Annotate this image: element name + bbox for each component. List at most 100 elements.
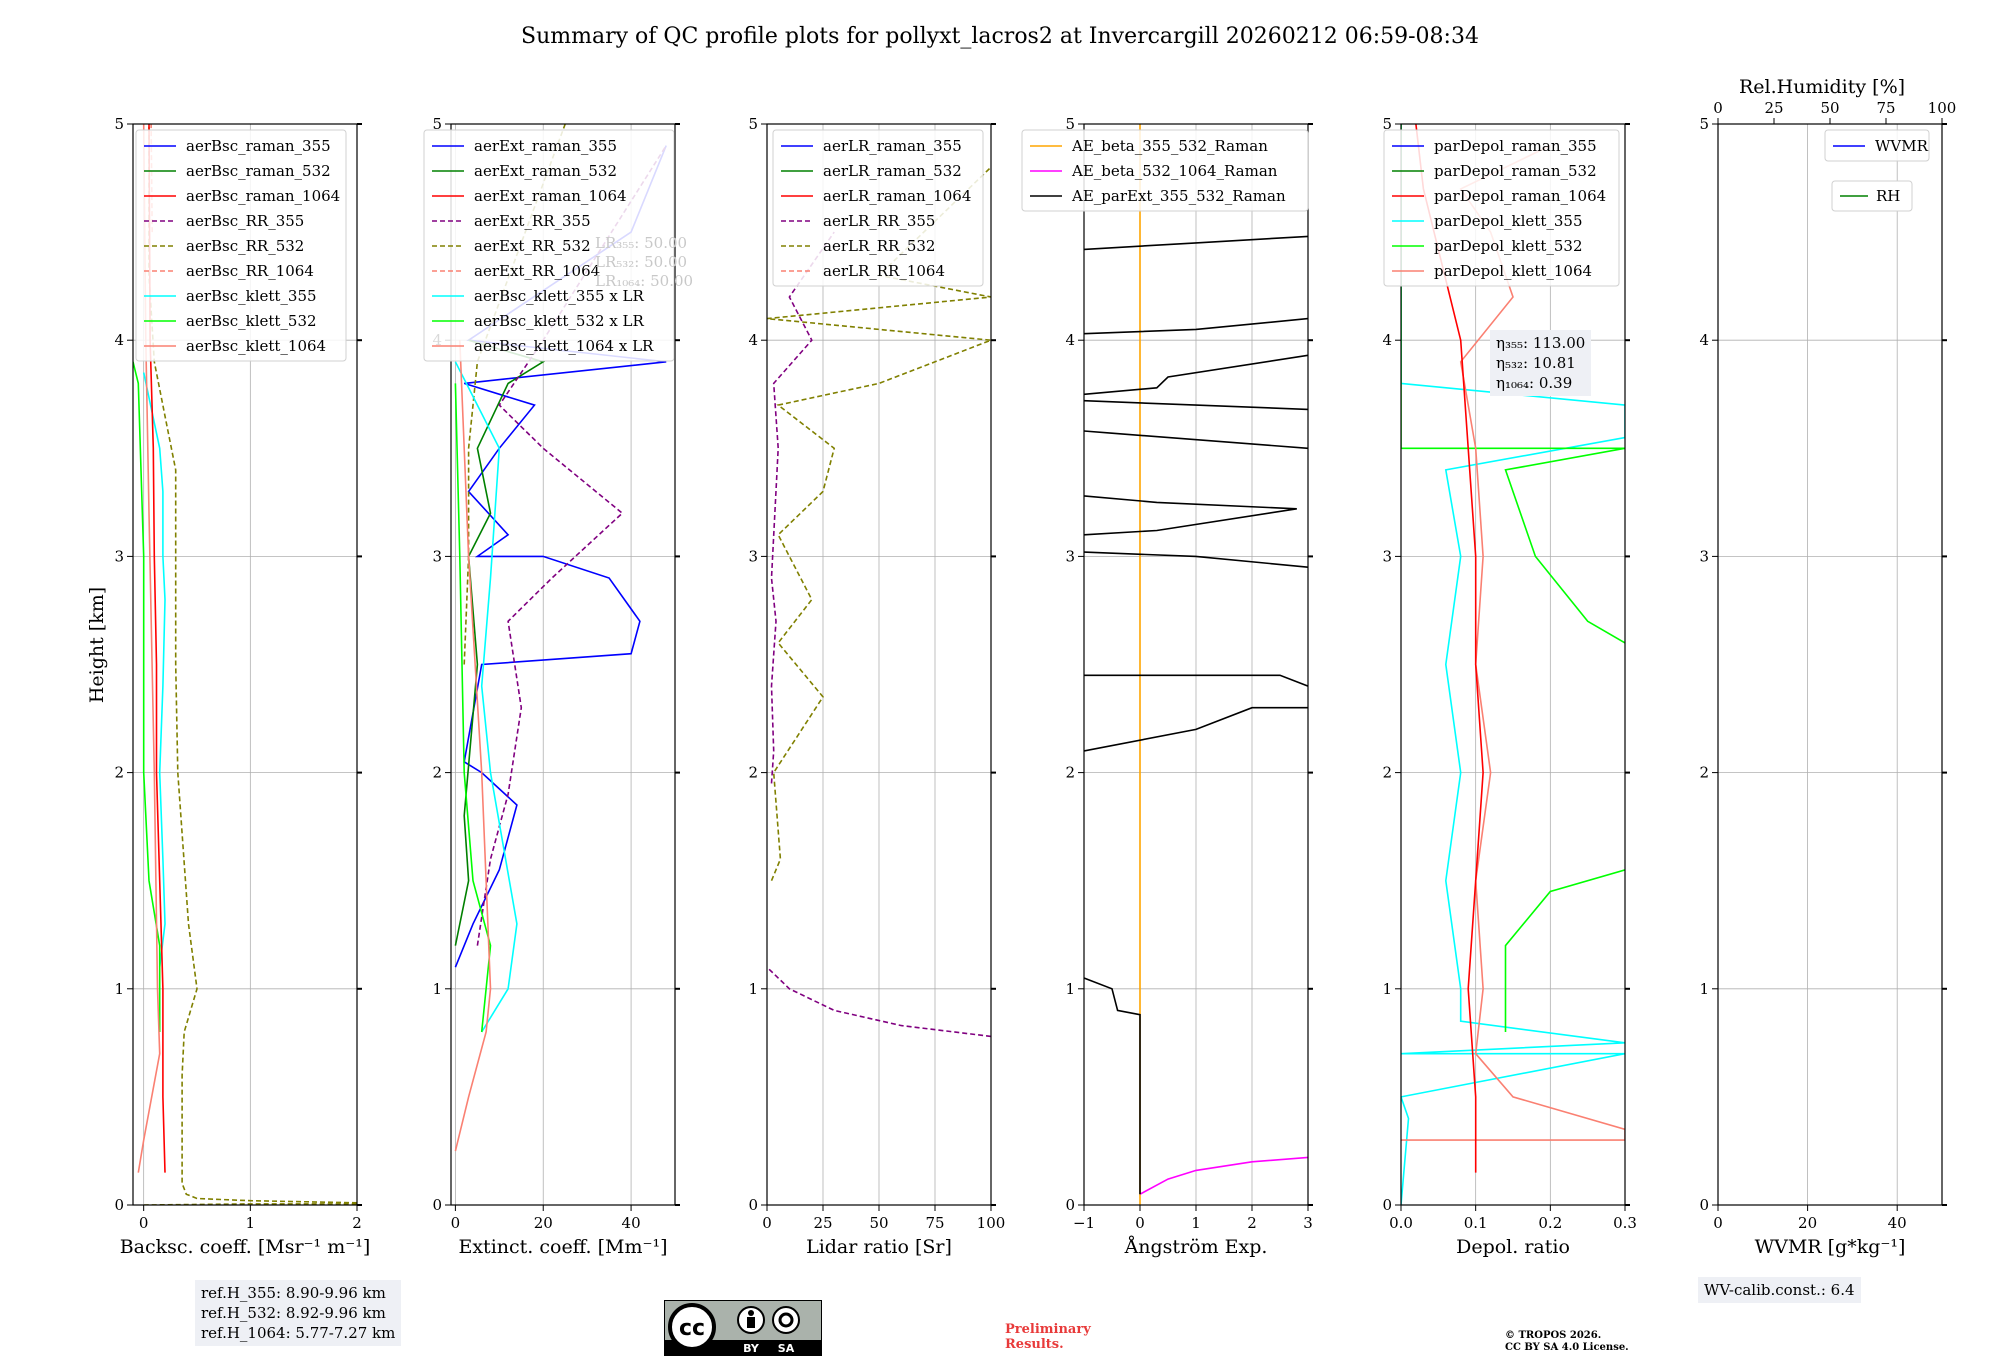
y-tick-label: 1 xyxy=(1065,980,1075,998)
legend: aerBsc_raman_355 aerBsc_raman_532 aerBsc_r… xyxy=(135,129,347,362)
y-tick-label: 2 xyxy=(1699,764,1709,782)
legend-entry: parDepol_klett_532 xyxy=(1434,237,1583,255)
eta-355: η₃₅₅: 113.00 xyxy=(1496,334,1586,352)
x-tick-label: 3 xyxy=(1303,1214,1313,1232)
series-parDepol_raman_1064 xyxy=(1415,124,1484,1173)
series-aerLR_RR_355_upper xyxy=(770,231,835,784)
legend-entry: WVMR xyxy=(1875,137,1929,155)
series-aerExt_raman_532 xyxy=(454,339,546,946)
series-aerExt_RR_355 xyxy=(476,145,667,946)
panel-2: 01234502040Extinct. coeff. [Mm⁻¹]aerExt_… xyxy=(423,115,680,1258)
legend-entry: aerBsc_klett_1064 xyxy=(186,337,326,355)
eta-box: η₃₅₅: 113.00 η₅₃₂: 10.81 η₁₀₆₄: 0.39 xyxy=(1490,330,1592,396)
y-tick-label: 4 xyxy=(1382,331,1392,349)
series-group xyxy=(767,166,991,1038)
rh-axis-label: Rel.Humidity [%] xyxy=(1739,76,1905,98)
y-tick-label: 2 xyxy=(432,764,442,782)
y-tick-label: 0 xyxy=(1382,1196,1392,1214)
y-tick-label: 2 xyxy=(114,764,124,782)
series-aerBsc_klett_1064 x LR xyxy=(454,340,492,1152)
series-aerBsc_klett_355 xyxy=(142,372,166,968)
y-tick-label: 5 xyxy=(748,115,758,133)
rh-tick-label: 50 xyxy=(1820,99,1839,117)
ref-height-1064: ref.H_1064: 5.77-7.27 km xyxy=(201,1324,396,1342)
ref-height-355: ref.H_355: 8.90-9.96 km xyxy=(201,1284,386,1302)
x-tick-label: 20 xyxy=(534,1214,553,1232)
cc-sa-text: SA xyxy=(778,1342,795,1355)
figure-title: Summary of QC profile plots for pollyxt_… xyxy=(521,24,1479,49)
y-tick-label: 4 xyxy=(1065,331,1075,349)
legend-box xyxy=(1021,129,1309,212)
panel-5: 0 1 2 3 4 5 0.0 0.1 0.2 0.3 Depol. ratio parDepol_r… xyxy=(1382,115,1636,1258)
x-tick-label: 40 xyxy=(1888,1214,1907,1232)
axes-frame xyxy=(766,123,992,1206)
series-aerLR_RR_355 xyxy=(767,966,991,1038)
x-tick-label: 50 xyxy=(869,1214,888,1232)
x-tick-label: 25 xyxy=(813,1214,832,1232)
legend-entry: aerLR_raman_355 xyxy=(823,137,962,155)
series-AE_seg5 xyxy=(1084,495,1297,536)
y-tick-label: 0 xyxy=(748,1196,758,1214)
cc-main-text: cc xyxy=(679,1316,705,1341)
panel-1: 0 1 2 3 4 5 0 1 2 Backsc. coeff. [Msr⁻¹ m⁻¹] aerBs… xyxy=(114,115,370,1258)
legend2-entry: RH xyxy=(1876,187,1900,205)
y-tick-label: 2 xyxy=(1065,764,1075,782)
y-tick-label: 5 xyxy=(114,115,124,133)
rh-tick-label: 25 xyxy=(1764,99,1783,117)
series-AE_seg9 xyxy=(1084,317,1308,335)
series-parDepol_klett_532_up xyxy=(1401,124,1625,644)
y-tick-label: 1 xyxy=(748,980,758,998)
series-AE_seg3 xyxy=(1084,674,1308,687)
legend-entry: aerBsc_klett_532 x LR xyxy=(474,312,645,330)
axes-frame xyxy=(1717,123,1943,1206)
y-tick-label: 1 xyxy=(432,980,442,998)
legend: aerLR_raman_355 aerLR_raman_532 aerLR_rama… xyxy=(772,129,984,287)
y-tick-label: 5 xyxy=(432,115,442,133)
wv-calib-box: WV-calib.const.: 6.4 xyxy=(1698,1277,1861,1303)
x-axis-label: Backsc. coeff. [Msr⁻¹ m⁻¹] xyxy=(120,1236,371,1258)
series-aerBsc_raman_1064 xyxy=(148,124,166,1173)
legend-box xyxy=(135,129,347,362)
series-aerBsc_klett_532 xyxy=(133,361,161,1032)
series-aerBsc_klett_355 x LR xyxy=(454,361,518,1033)
y-tick-label: 2 xyxy=(1382,764,1392,782)
legend-entry: aerBsc_raman_355 xyxy=(186,137,331,155)
cc-by-sa-badge: cc BY SA xyxy=(664,1300,822,1356)
legend: parDepol_raman_355 parDepol_raman_532 parD… xyxy=(1383,129,1620,287)
x-tick-label: 2 xyxy=(1247,1214,1257,1232)
axes-frame xyxy=(1083,123,1309,1206)
legend-entry: aerLR_RR_1064 xyxy=(823,262,945,280)
wv-calib-text: WV-calib.const.: 6.4 xyxy=(1704,1281,1855,1299)
legend-entry: parDepol_raman_532 xyxy=(1434,162,1597,180)
legend: aerExt_raman_355 aerExt_raman_532 aerExt_r… xyxy=(423,129,675,362)
y-tick-label: 5 xyxy=(1699,115,1709,133)
series-AE_seg2 xyxy=(1084,706,1308,752)
legend-entry: aerBsc_klett_1064 x LR xyxy=(474,337,654,355)
legend-entry: aerBsc_RR_355 xyxy=(186,212,304,230)
x-tick-label: 2 xyxy=(352,1214,362,1232)
legend-entry: aerBsc_raman_1064 xyxy=(186,187,340,205)
eta-1064: η₁₀₆₄: 0.39 xyxy=(1496,374,1573,392)
series-AE_parExt_355_532_Raman xyxy=(1084,977,1141,1195)
x-tick-label: 0.0 xyxy=(1389,1214,1413,1232)
series-parDepol_klett_355 xyxy=(1401,124,1625,1205)
legend-entry: AE_parExt_355_532_Raman xyxy=(1071,187,1286,205)
x-tick-label: 1 xyxy=(246,1214,256,1232)
legend-entry: parDepol_klett_1064 xyxy=(1434,262,1592,280)
x-tick-label: 0 xyxy=(1713,1214,1723,1232)
legend-entry: aerExt_RR_1064 xyxy=(474,262,600,280)
legend-entry: aerBsc_raman_532 xyxy=(186,162,331,180)
legend-entry: aerBsc_klett_355 x LR xyxy=(474,287,645,305)
y-tick-label: 1 xyxy=(1382,980,1392,998)
x-tick-label: 1 xyxy=(1191,1214,1201,1232)
lr-hidden-label: LR₃₅₅: 50.00 xyxy=(595,234,687,252)
x-tick-label: −1 xyxy=(1073,1214,1095,1232)
legend-entry: aerLR_RR_532 xyxy=(823,237,935,255)
legend-entry: AE_beta_355_532_Raman xyxy=(1071,137,1268,155)
x-tick-label: 0 xyxy=(762,1214,772,1232)
y-tick-label: 1 xyxy=(114,980,124,998)
y-tick-label: 4 xyxy=(748,331,758,349)
y-tick-label: 3 xyxy=(114,547,124,565)
legend-box xyxy=(1824,129,1930,162)
